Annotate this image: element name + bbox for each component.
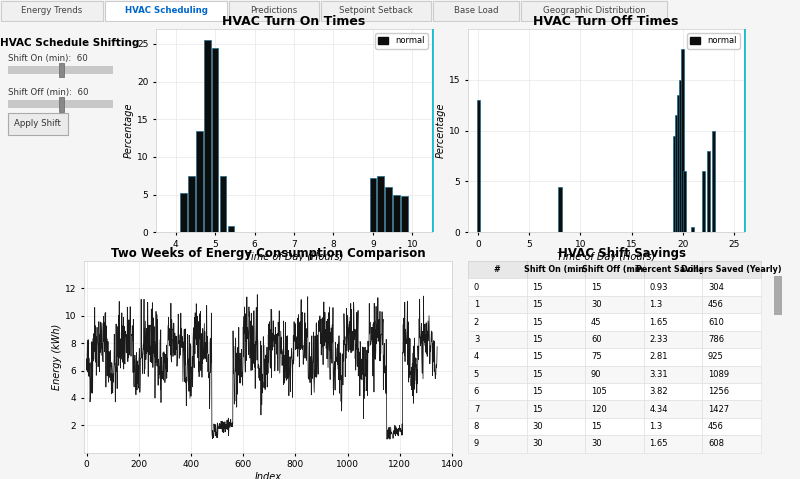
FancyBboxPatch shape (105, 1, 227, 21)
Bar (212, 47, 218, 232)
Text: Shift On (min):  60: Shift On (min): 60 (8, 54, 88, 63)
Bar (370, 178, 376, 232)
Bar (196, 131, 202, 232)
Text: Base Load: Base Load (454, 6, 498, 15)
X-axis label: Time of Day (Hours): Time of Day (Hours) (245, 252, 343, 262)
Bar (59, 63, 64, 78)
Y-axis label: Energy (kWh): Energy (kWh) (52, 324, 62, 390)
Text: Apply Shift: Apply Shift (14, 119, 62, 128)
Bar (477, 100, 480, 232)
Bar (8, 66, 114, 74)
Legend: normal: normal (375, 33, 428, 48)
Bar (180, 193, 187, 232)
Bar (673, 136, 676, 232)
Y-axis label: Percentage: Percentage (436, 103, 446, 158)
Bar (386, 187, 392, 232)
FancyBboxPatch shape (1, 1, 103, 21)
Title: HVAC Turn Off Times: HVAC Turn Off Times (534, 14, 678, 28)
Y-axis label: Percentage: Percentage (124, 103, 134, 158)
Bar (204, 40, 210, 232)
Bar (188, 176, 195, 232)
FancyBboxPatch shape (321, 1, 431, 21)
Text: Shift Off (min):  60: Shift Off (min): 60 (8, 88, 89, 97)
Text: Energy Trends: Energy Trends (22, 6, 82, 15)
Legend: normal: normal (687, 33, 740, 48)
Bar (712, 131, 715, 232)
Text: Predictions: Predictions (250, 6, 298, 15)
Bar (8, 100, 114, 108)
Bar (683, 171, 686, 232)
Text: Geographic Distribution: Geographic Distribution (542, 6, 646, 15)
Bar (702, 171, 705, 232)
Bar (706, 151, 710, 232)
X-axis label: Index: Index (254, 472, 282, 479)
Bar (378, 176, 384, 232)
Bar (59, 97, 64, 112)
Text: HVAC Schedule Shifting: HVAC Schedule Shifting (0, 37, 140, 47)
Bar (401, 196, 408, 232)
Bar (227, 226, 234, 232)
Bar (220, 176, 226, 232)
Text: HVAC Scheduling: HVAC Scheduling (125, 6, 207, 15)
X-axis label: Time of Day (Hours): Time of Day (Hours) (557, 252, 655, 262)
Text: Setpoint Setback: Setpoint Setback (339, 6, 413, 15)
Title: HVAC Turn On Times: HVAC Turn On Times (222, 14, 366, 28)
Bar (677, 95, 680, 232)
Bar (691, 227, 694, 232)
Bar (558, 186, 562, 232)
Title: HVAC Shift Savings: HVAC Shift Savings (558, 247, 686, 260)
FancyBboxPatch shape (229, 1, 319, 21)
FancyBboxPatch shape (433, 1, 519, 21)
Bar (675, 115, 678, 232)
Bar (393, 194, 400, 232)
Bar (679, 80, 682, 232)
FancyBboxPatch shape (521, 1, 667, 21)
Bar (774, 276, 782, 315)
Bar (681, 49, 684, 232)
Title: Two Weeks of Energy Consumption Comparison: Two Weeks of Energy Consumption Comparis… (110, 247, 426, 260)
FancyBboxPatch shape (8, 113, 68, 135)
